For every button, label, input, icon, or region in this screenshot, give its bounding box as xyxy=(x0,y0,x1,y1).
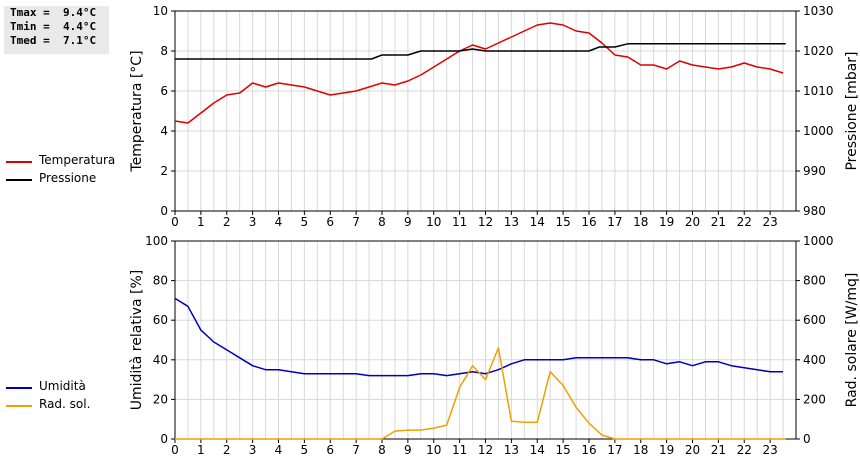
top-x-tick-label: 23 xyxy=(762,215,777,229)
bottom-x-tick-label: 11 xyxy=(452,443,467,457)
bottom-x-tick-label: 20 xyxy=(685,443,700,457)
bottom-y-right-tick-label: 600 xyxy=(803,313,826,327)
top-y-left-tick-label: 2 xyxy=(160,164,168,178)
top-x-tick-label: 3 xyxy=(249,215,257,229)
top-x-tick-label: 12 xyxy=(478,215,493,229)
top-y-left-axis-label: Temperatura [°C] xyxy=(129,50,145,172)
top-y-left-tick-label: 8 xyxy=(160,44,168,58)
top-x-tick-label: 19 xyxy=(659,215,674,229)
top-x-tick-label: 4 xyxy=(275,215,283,229)
top-x-tick-label: 7 xyxy=(352,215,360,229)
bottom-y-left-tick-label: 60 xyxy=(153,313,168,327)
statistics-box: Tmax = 9.4°C Tmin = 4.4°C Tmed = 7.1°C xyxy=(4,6,109,54)
top-x-tick-label: 15 xyxy=(555,215,570,229)
bottom-y-left-tick-label: 40 xyxy=(153,353,168,367)
top-x-tick-label: 18 xyxy=(633,215,648,229)
top-y-right-tick-label: 1010 xyxy=(803,84,834,98)
top-x-tick-label: 10 xyxy=(426,215,441,229)
top-x-tick-label: 2 xyxy=(223,215,231,229)
top-y-left-tick-label: 4 xyxy=(160,124,168,138)
legend-swatch-temperature xyxy=(6,161,32,163)
bottom-y-left-tick-label: 20 xyxy=(153,392,168,406)
tmax-stat: Tmax = 9.4°C xyxy=(10,6,97,19)
bottom-series-rad-sol-line xyxy=(175,347,786,440)
bottom-y-right-tick-label: 400 xyxy=(803,353,826,367)
bottom-x-tick-label: 23 xyxy=(762,443,777,457)
top-x-tick-label: 16 xyxy=(581,215,596,229)
bottom-x-tick-label: 0 xyxy=(171,443,179,457)
bottom-x-tick-label: 2 xyxy=(223,443,231,457)
bottom-y-right-axis-label: Rad. solare [W/mq] xyxy=(844,273,860,408)
bottom-x-tick-label: 5 xyxy=(301,443,309,457)
bottom-x-tick-label: 10 xyxy=(426,443,441,457)
tmed-stat: Tmed = 7.1°C xyxy=(10,34,97,47)
bottom-x-tick-label: 14 xyxy=(530,443,545,457)
legend-label-radiation: Rad. sol. xyxy=(39,397,91,411)
top-series-temperaturaline xyxy=(174,22,784,124)
top-x-tick-label: 9 xyxy=(404,215,412,229)
top-x-tick-label: 14 xyxy=(530,215,545,229)
bottom-x-tick-label: 18 xyxy=(633,443,648,457)
top-x-tick-label: 8 xyxy=(378,215,386,229)
bottom-x-tick-label: 17 xyxy=(607,443,622,457)
top-x-tick-label: 17 xyxy=(607,215,622,229)
bottom-x-tick-label: 7 xyxy=(352,443,360,457)
bottom-x-tick-label: 3 xyxy=(249,443,257,457)
top-x-tick-label: 1 xyxy=(197,215,205,229)
top-y-right-tick-label: 990 xyxy=(803,164,826,178)
bottom-y-right-tick-label: 1000 xyxy=(803,234,834,248)
bottom-y-right-tick-label: 0 xyxy=(803,432,811,446)
bottom-x-tick-label: 8 xyxy=(378,443,386,457)
bottom-x-tick-label: 6 xyxy=(326,443,334,457)
legend-swatch-humidity xyxy=(6,387,32,389)
bottom-y-right-tick-label: 200 xyxy=(803,392,826,406)
top-y-left-tick-label: 10 xyxy=(153,4,168,18)
top-x-tick-label: 21 xyxy=(711,215,726,229)
bottom-y-right-tick-label: 800 xyxy=(803,274,826,288)
tmin-stat: Tmin = 4.4°C xyxy=(10,20,97,33)
top-x-tick-label: 20 xyxy=(685,215,700,229)
bottom-y-left-tick-label: 100 xyxy=(145,234,168,248)
top-y-right-tick-label: 1030 xyxy=(803,4,834,18)
legend-label-pressure: Pressione xyxy=(39,171,97,185)
top-x-tick-label: 0 xyxy=(171,215,179,229)
bottom-x-tick-label: 12 xyxy=(478,443,493,457)
bottom-x-tick-label: 15 xyxy=(555,443,570,457)
top-y-right-tick-label: 1020 xyxy=(803,44,834,58)
top-y-right-tick-label: 980 xyxy=(803,204,826,218)
bottom-x-tick-label: 21 xyxy=(711,443,726,457)
bottom-y-left-tick-label: 80 xyxy=(153,274,168,288)
top-x-tick-label: 11 xyxy=(452,215,467,229)
bottom-y-left-tick-label: 0 xyxy=(160,432,168,446)
legend-label-humidity: Umidità xyxy=(39,379,86,393)
bottom-x-tick-label: 4 xyxy=(275,443,283,457)
bottom-x-tick-label: 19 xyxy=(659,443,674,457)
top-y-left-tick-label: 6 xyxy=(160,84,168,98)
legend-swatch-radiation xyxy=(6,405,32,407)
bottom-x-tick-label: 1 xyxy=(197,443,205,457)
top-x-tick-label: 6 xyxy=(326,215,334,229)
bottom-x-tick-label: 9 xyxy=(404,443,412,457)
top-series-pressioneline xyxy=(175,43,786,60)
legend-swatch-pressure xyxy=(6,179,32,181)
top-y-right-tick-label: 1000 xyxy=(803,124,834,138)
top-y-left-tick-label: 0 xyxy=(160,204,168,218)
bottom-x-tick-label: 13 xyxy=(504,443,519,457)
top-y-right-axis-label: Pressione [mbar] xyxy=(844,51,860,170)
top-x-tick-label: 13 xyxy=(504,215,519,229)
bottom-y-left-axis-label: Umidità relativa [%] xyxy=(129,270,145,411)
bottom-x-tick-label: 22 xyxy=(737,443,752,457)
top-x-tick-label: 22 xyxy=(737,215,752,229)
bottom-series-umidit-line xyxy=(174,297,784,377)
legend-label-temperature: Temperatura xyxy=(39,153,116,167)
bottom-x-tick-label: 16 xyxy=(581,443,596,457)
top-x-tick-label: 5 xyxy=(301,215,309,229)
